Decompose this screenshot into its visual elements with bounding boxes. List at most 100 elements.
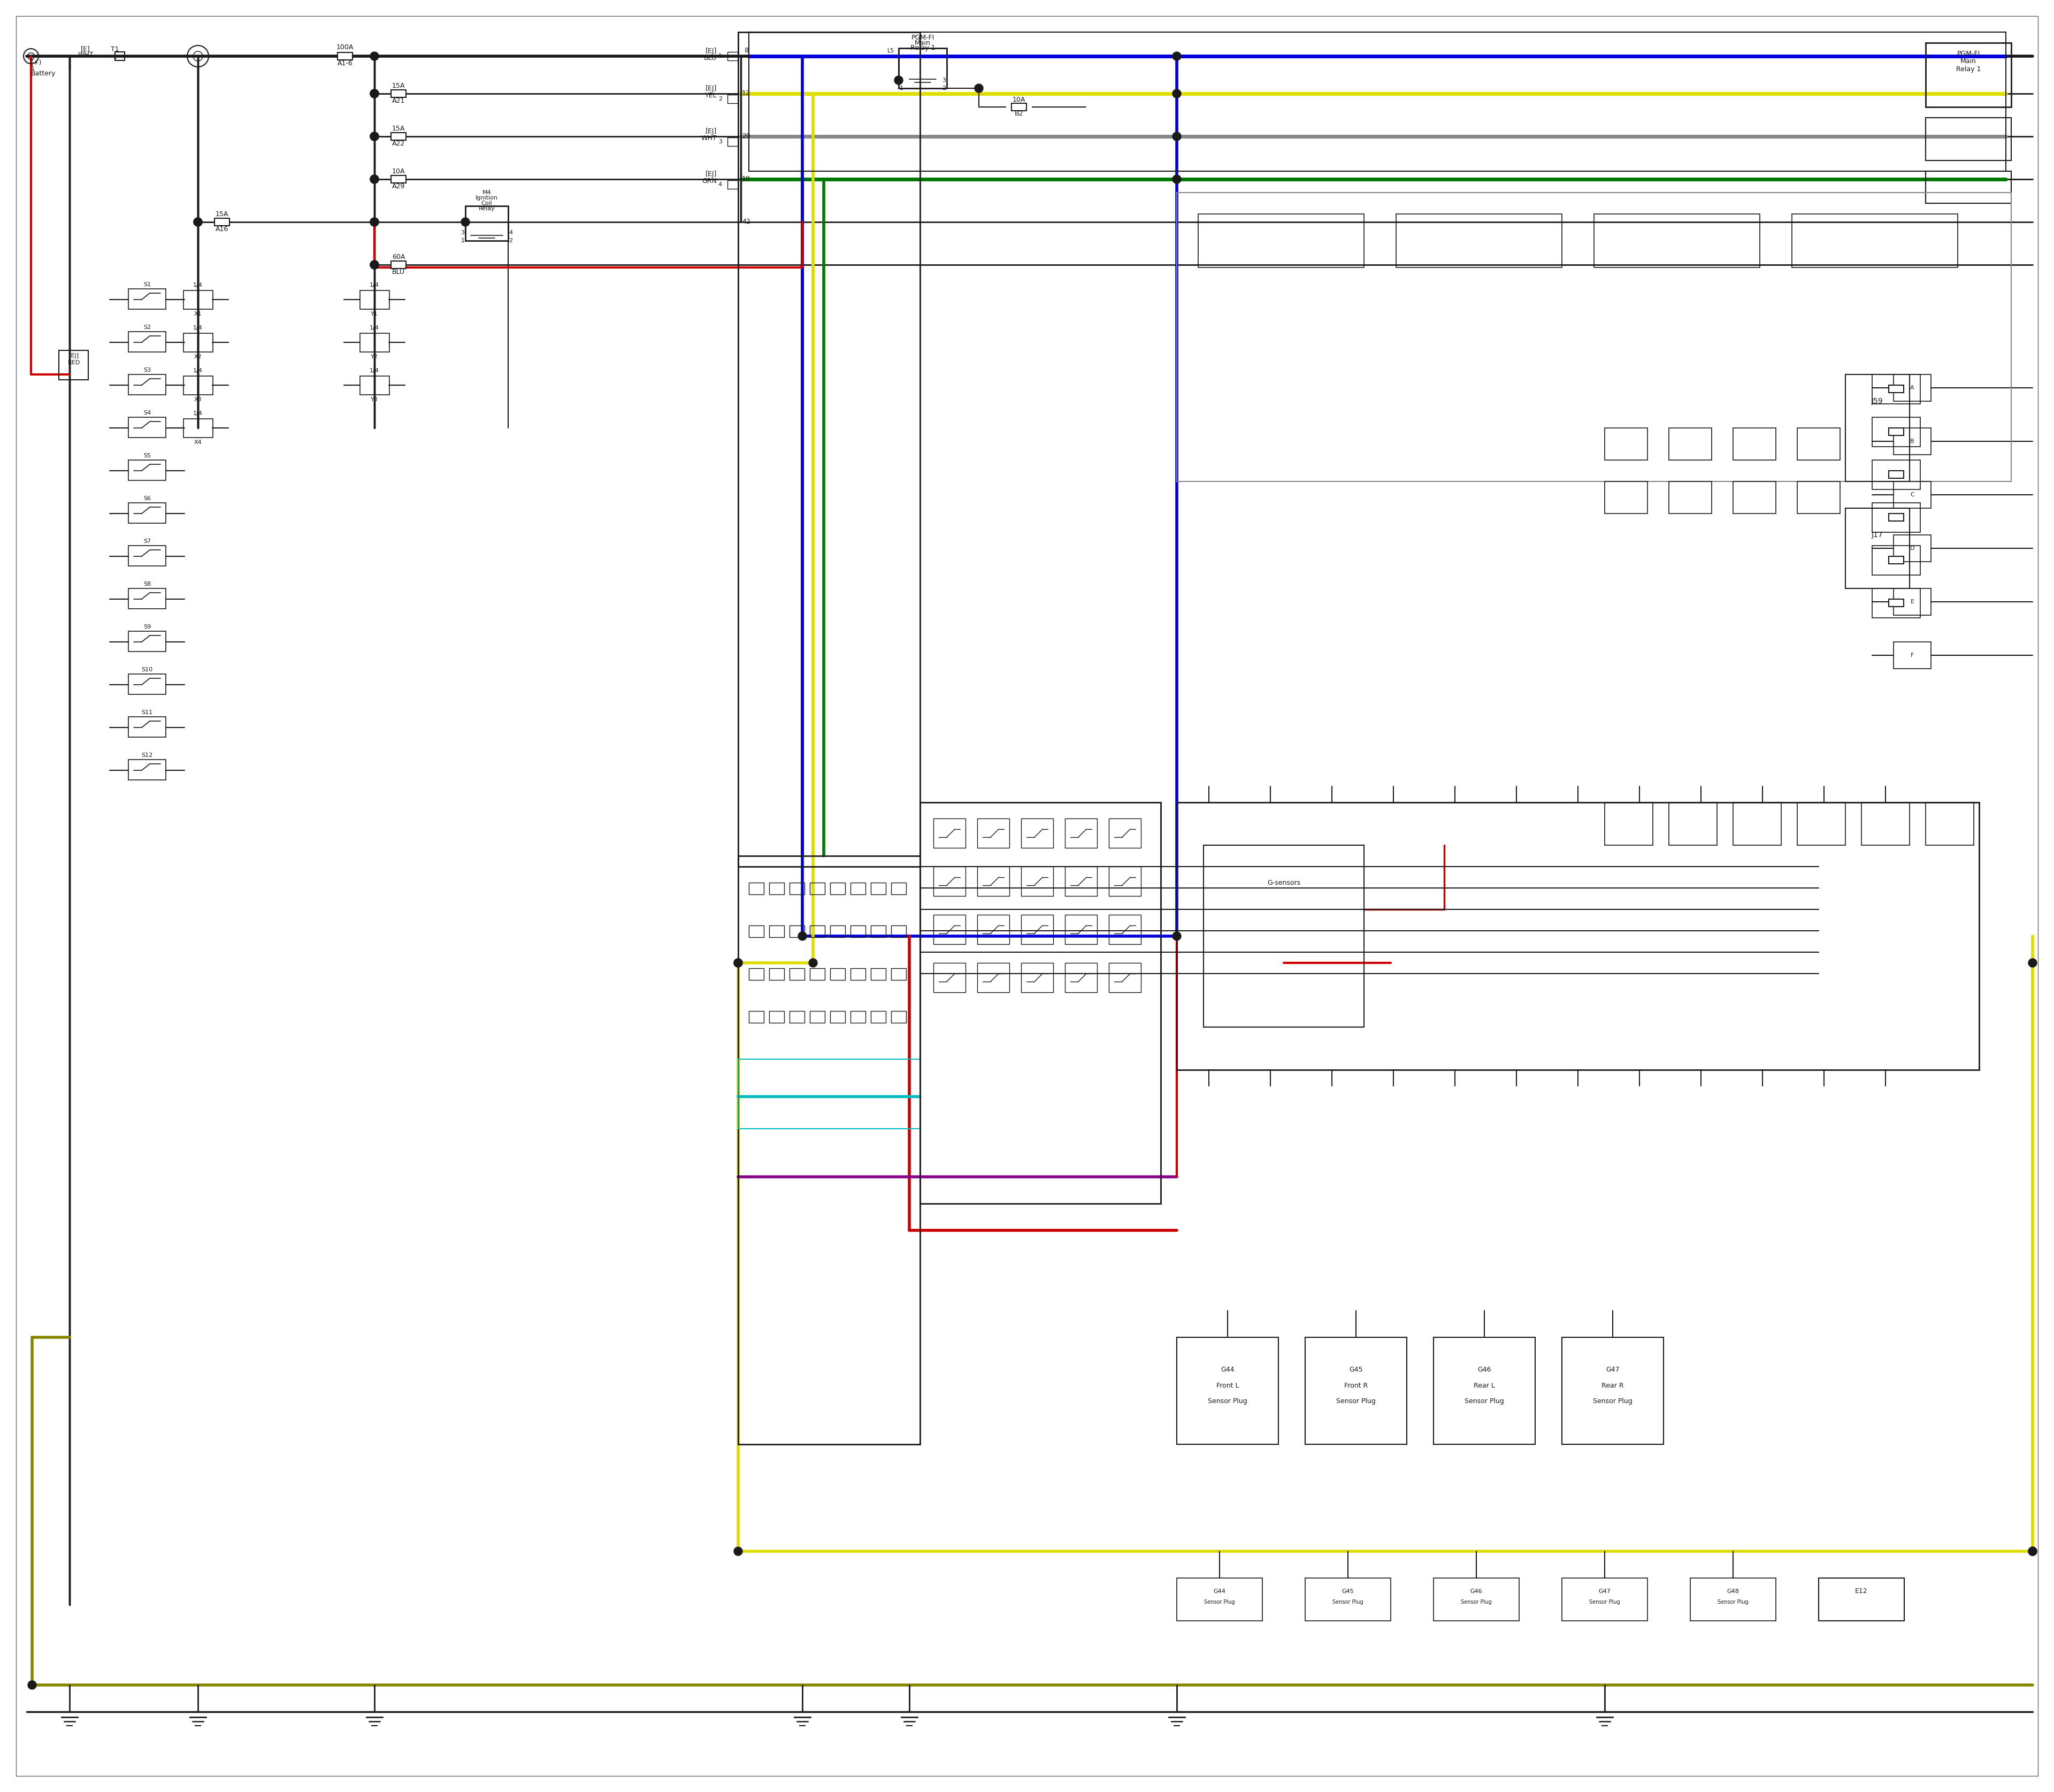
Circle shape	[370, 260, 378, 269]
Text: C: C	[1910, 493, 1914, 498]
Bar	[1871, 418, 1920, 446]
Circle shape	[370, 217, 378, 226]
Text: 1/4: 1/4	[193, 410, 203, 416]
Circle shape	[1173, 133, 1181, 142]
Bar	[1397, 213, 1561, 267]
Text: G47: G47	[1598, 1590, 1610, 1595]
Bar	[127, 545, 166, 566]
Bar	[390, 90, 407, 97]
Text: 2: 2	[509, 238, 514, 244]
Bar	[127, 461, 166, 480]
Bar	[891, 883, 906, 894]
Bar	[1064, 962, 1097, 993]
Text: Front L: Front L	[1216, 1382, 1239, 1389]
Text: L5: L5	[887, 48, 893, 54]
Bar	[1304, 1337, 1407, 1444]
Bar	[1927, 803, 1974, 846]
Text: 1: 1	[900, 86, 904, 91]
Bar	[750, 1011, 764, 1023]
Text: GRN: GRN	[702, 177, 717, 185]
Bar	[127, 717, 166, 737]
Bar	[183, 376, 214, 394]
Text: 19: 19	[741, 176, 750, 183]
Bar	[1894, 428, 1931, 455]
Text: S7: S7	[144, 539, 150, 545]
Bar	[1604, 482, 1647, 514]
Bar	[1064, 819, 1097, 848]
Text: E: E	[1910, 599, 1914, 604]
Bar	[1890, 514, 1904, 521]
Text: E12: E12	[1855, 1588, 1867, 1595]
Bar	[1434, 1337, 1534, 1444]
Bar	[978, 914, 1009, 944]
Bar	[1797, 482, 1840, 514]
Text: B2: B2	[1015, 111, 1023, 118]
Text: A29: A29	[392, 183, 405, 190]
Text: S9: S9	[144, 624, 150, 629]
Text: Rear L: Rear L	[1473, 1382, 1495, 1389]
Bar	[1734, 482, 1777, 514]
Bar	[183, 419, 214, 437]
Bar	[1927, 118, 2011, 161]
Circle shape	[193, 217, 201, 226]
Bar	[978, 867, 1009, 896]
Bar	[978, 962, 1009, 993]
Bar	[1109, 867, 1140, 896]
Bar	[737, 857, 920, 1444]
Text: (+): (+)	[31, 59, 41, 66]
Text: [EJ]: [EJ]	[68, 353, 78, 358]
Circle shape	[370, 52, 378, 61]
Text: 4: 4	[900, 77, 904, 82]
Text: Main: Main	[914, 39, 930, 47]
Bar	[891, 1011, 906, 1023]
Text: 3: 3	[460, 229, 464, 235]
Text: 100A: 100A	[337, 43, 353, 50]
Bar	[727, 52, 737, 61]
Text: G46: G46	[1477, 1366, 1491, 1373]
Bar	[127, 631, 166, 652]
Bar	[1177, 1337, 1278, 1444]
Text: 10A: 10A	[392, 168, 405, 176]
Text: Relay 1: Relay 1	[910, 45, 935, 52]
Text: 15A: 15A	[216, 211, 228, 219]
Bar	[727, 138, 737, 145]
Bar	[1861, 803, 1910, 846]
Text: S12: S12	[142, 753, 152, 758]
Text: S10: S10	[142, 667, 152, 672]
Bar	[850, 1011, 865, 1023]
Bar	[127, 289, 166, 310]
Circle shape	[733, 1546, 741, 1555]
Bar	[1064, 867, 1097, 896]
Text: G45: G45	[1341, 1590, 1354, 1595]
Text: Y2: Y2	[370, 355, 378, 360]
Bar	[1021, 914, 1054, 944]
Circle shape	[2027, 1546, 2038, 1555]
Text: [EJ]: [EJ]	[705, 84, 717, 91]
Bar	[871, 1011, 885, 1023]
Bar	[1890, 599, 1904, 607]
Bar	[891, 925, 906, 937]
Bar	[1197, 213, 1364, 267]
Bar	[809, 883, 826, 894]
Bar	[737, 32, 920, 867]
Text: 1/4: 1/4	[370, 324, 380, 330]
Text: [EJ]: [EJ]	[705, 170, 717, 177]
Circle shape	[799, 932, 807, 941]
Bar	[1927, 43, 2011, 108]
Text: RED: RED	[68, 360, 80, 366]
Bar	[1734, 428, 1777, 461]
Bar	[1021, 962, 1054, 993]
Bar	[727, 95, 737, 104]
Circle shape	[370, 176, 378, 183]
Bar	[1871, 375, 1920, 403]
Text: 1/4: 1/4	[370, 367, 380, 373]
Text: Sensor Plug: Sensor Plug	[1590, 1600, 1621, 1606]
Bar	[789, 1011, 805, 1023]
Text: 1: 1	[460, 238, 464, 244]
Bar	[1890, 385, 1904, 392]
Bar	[1594, 213, 1760, 267]
Bar	[750, 883, 764, 894]
Text: S3: S3	[144, 367, 150, 373]
Text: A: A	[1910, 385, 1914, 391]
Bar	[809, 925, 826, 937]
